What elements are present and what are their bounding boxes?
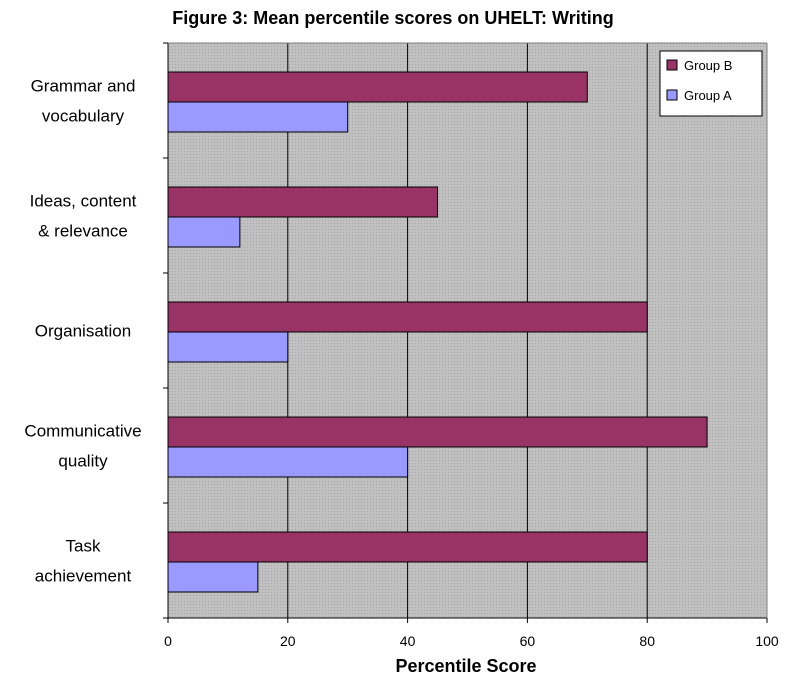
category-label-line: achievement xyxy=(35,567,132,586)
category-label-line: Communicative xyxy=(24,422,141,441)
bars xyxy=(167,71,708,593)
chart-title: Figure 3: Mean percentile scores on UHEL… xyxy=(172,8,613,28)
x-tick-label: 80 xyxy=(639,633,655,649)
legend-swatch xyxy=(666,89,678,101)
bar-group-a xyxy=(167,561,259,593)
bar-group-a xyxy=(167,216,241,248)
x-tick-label: 0 xyxy=(164,633,172,649)
category-label: Organisation xyxy=(35,322,131,341)
bar-group-a xyxy=(167,331,289,363)
bar-group-b xyxy=(167,71,588,103)
category-label: Grammar and vocabulary xyxy=(31,77,136,126)
bar-group-a xyxy=(167,446,409,478)
x-tick-label: 60 xyxy=(520,633,536,649)
x-tick-label: 100 xyxy=(755,633,779,649)
bar-group-b xyxy=(167,531,648,563)
category-label-line: Grammar and xyxy=(31,77,136,96)
axes xyxy=(163,42,768,623)
bar-group-b xyxy=(167,301,648,333)
x-tick-label: 40 xyxy=(400,633,416,649)
category-label: Communicative quality xyxy=(24,422,141,471)
legend-label: Group A xyxy=(684,88,732,103)
category-label: Ideas, content & relevance xyxy=(30,192,137,241)
category-label-line: vocabulary xyxy=(42,107,125,126)
x-axis-label: Percentile Score xyxy=(395,656,536,676)
category-label-line: Task xyxy=(66,537,101,556)
x-tick-labels: 0 20 40 60 80 100 xyxy=(164,633,779,649)
legend: Group B Group A xyxy=(659,50,763,117)
legend-swatch xyxy=(666,59,678,71)
x-tick-label: 20 xyxy=(280,633,296,649)
category-label: Task achievement xyxy=(35,537,132,586)
bar-group-a xyxy=(167,101,349,133)
category-label-line: Ideas, content xyxy=(30,192,137,211)
category-label-line: quality xyxy=(58,452,108,471)
bar-group-b xyxy=(167,416,708,448)
category-label-line: Organisation xyxy=(35,322,131,341)
bar-group-b xyxy=(167,186,439,218)
category-label-line: & relevance xyxy=(38,222,128,241)
legend-label: Group B xyxy=(684,58,732,73)
category-labels: Grammar and vocabulary Ideas, content & rel… xyxy=(24,77,141,586)
